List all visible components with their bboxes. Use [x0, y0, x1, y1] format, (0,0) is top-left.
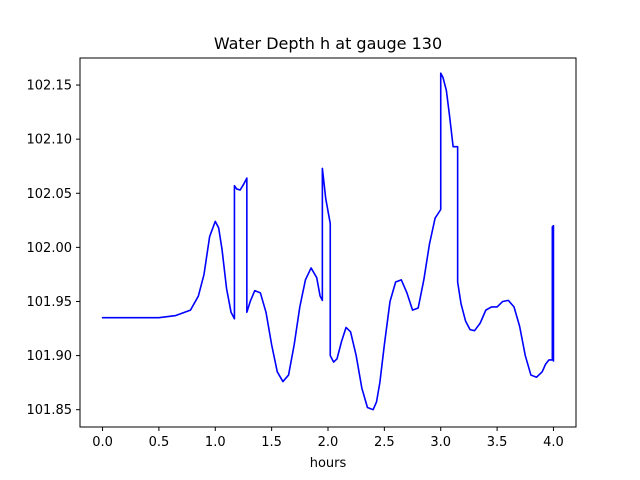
x-tick-label: 1.0: [205, 435, 226, 450]
x-axis-label: hours: [310, 456, 347, 471]
y-tick-label: 101.95: [27, 295, 73, 310]
y-tick-label: 102.05: [27, 187, 73, 202]
x-tick-label: 3.5: [487, 435, 508, 450]
x-tick-label: 3.0: [430, 435, 451, 450]
y-tick-label: 102.10: [27, 133, 73, 148]
x-tick-label: 2.0: [318, 435, 339, 450]
plot-frame: [79, 57, 577, 428]
y-tick-label: 101.90: [27, 349, 73, 364]
plot-area: [101, 72, 555, 411]
series-line: [101, 72, 555, 411]
x-axis-ticks: 0.0 0.5 1.0 1.5 2.0 2.5 3.0 3.5 4.0: [92, 427, 564, 450]
x-tick-label: 0.5: [149, 435, 170, 450]
x-tick-label: 0.0: [92, 435, 113, 450]
y-tick-label: 102.00: [27, 241, 73, 256]
y-tick-label: 102.15: [27, 79, 73, 94]
chart-title: Water Depth h at gauge 130: [214, 34, 442, 53]
y-tick-label: 101.85: [27, 403, 73, 418]
x-tick-label: 4.0: [543, 435, 564, 450]
y-axis-ticks: 101.85 101.90 101.95 102.00 102.05 102.10 102.…: [27, 79, 80, 418]
x-tick-label: 2.5: [374, 435, 395, 450]
x-tick-label: 1.5: [261, 435, 282, 450]
